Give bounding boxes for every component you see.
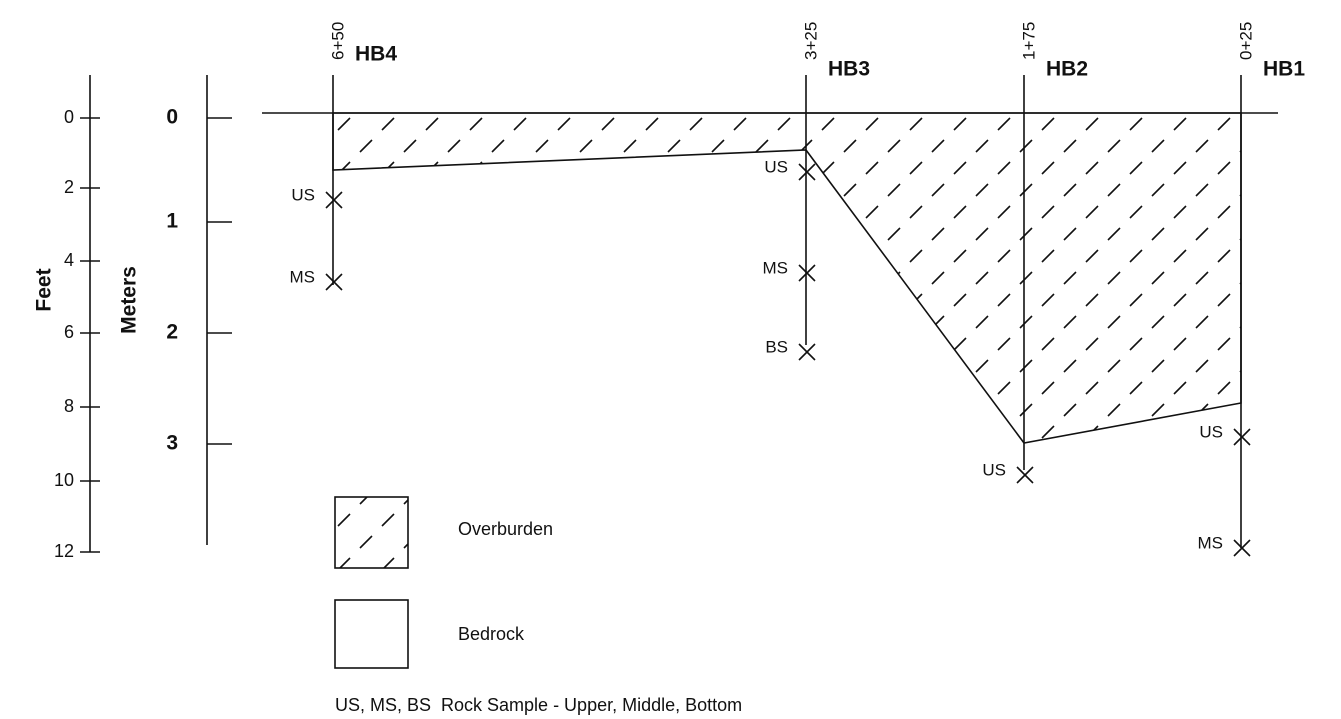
borehole-name: HB4	[355, 43, 397, 66]
sample-label: MS	[1198, 533, 1224, 552]
sample-label: MS	[290, 267, 316, 286]
legend-swatch-bedrock	[334, 599, 409, 669]
sample-mark	[325, 273, 343, 291]
station-label: 1+75	[1019, 22, 1038, 60]
sample-label: US	[1199, 422, 1223, 441]
feet-tick-label: 6	[64, 322, 74, 342]
feet-tick-label: 10	[54, 470, 74, 490]
sample-mark	[798, 264, 816, 282]
meters-tick-label: 3	[166, 432, 178, 455]
legend-label: Overburden	[458, 519, 553, 539]
feet-tick-label: 8	[64, 396, 74, 416]
sample-label: US	[764, 157, 788, 176]
meters-title: Meters	[118, 266, 141, 334]
sample-label: BS	[765, 337, 788, 356]
station-label: 0+25	[1236, 22, 1255, 60]
feet-tick-label: 12	[54, 541, 74, 561]
borehole-name: HB1	[1263, 58, 1305, 81]
sample-label: MS	[763, 258, 789, 277]
meters-tick-label: 2	[166, 321, 178, 344]
sample-mark	[798, 163, 816, 181]
sample-mark	[1016, 466, 1034, 484]
feet-tick-label: 2	[64, 177, 74, 197]
sample-mark	[1233, 539, 1251, 557]
sample-mark	[325, 191, 343, 209]
meters-tick-label: 1	[166, 210, 178, 233]
borehole-name: HB3	[828, 58, 870, 81]
legend-label: Bedrock	[458, 624, 525, 644]
legend-swatch-overburden	[334, 496, 409, 569]
sample-mark	[798, 343, 816, 361]
sample-label: US	[291, 185, 315, 204]
legend-note: US, MS, BS Rock Sample - Upper, Middle, …	[335, 695, 742, 715]
feet-title: Feet	[33, 268, 56, 311]
feet-tick-label: 4	[64, 250, 74, 270]
borehole-name: HB2	[1046, 58, 1088, 81]
station-label: 3+25	[801, 22, 820, 60]
feet-tick-label: 0	[64, 107, 74, 127]
sample-label: US	[982, 460, 1006, 479]
meters-tick-label: 0	[166, 106, 178, 129]
station-label: 6+50	[328, 22, 347, 60]
sample-mark	[1233, 428, 1251, 446]
